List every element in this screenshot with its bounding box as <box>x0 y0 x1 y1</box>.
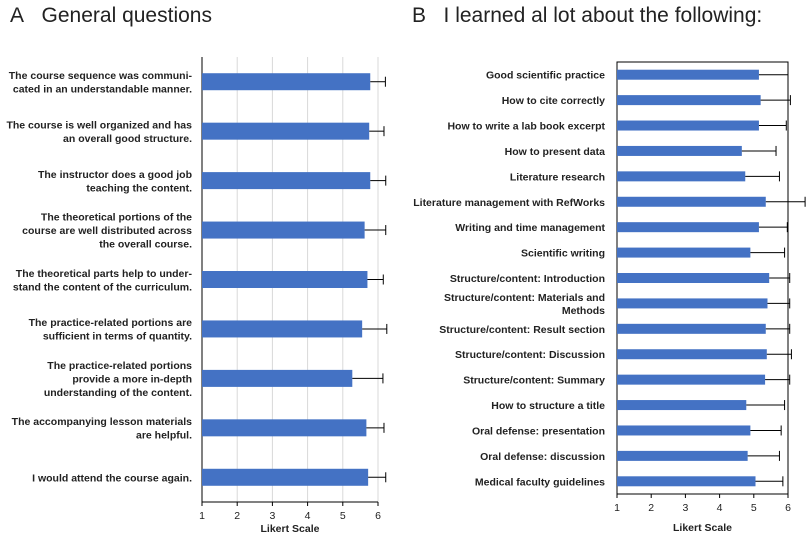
category-label: Structure/content: Summary <box>463 375 605 387</box>
bar <box>617 450 748 461</box>
bar <box>202 369 353 387</box>
panel-a-letter: A <box>10 4 25 27</box>
bar <box>202 419 367 437</box>
category-label: How to present data <box>505 146 606 158</box>
bar <box>617 196 766 207</box>
category-label: How to structure a title <box>491 400 605 412</box>
x-tick-label: 4 <box>717 502 723 514</box>
x-axis-title: Likert Scale <box>261 523 320 535</box>
category-label: Literature research <box>510 171 605 183</box>
x-tick-label: 6 <box>785 502 791 514</box>
chart-b: 1 2 3 4 5 6 Likert Scale Good scientific practi… <box>413 61 806 534</box>
bar <box>202 73 371 91</box>
category-label: Oral defense: presentation <box>472 425 605 437</box>
category-label: provide a more in-depth <box>72 373 192 385</box>
x-tick-label: 1 <box>199 510 205 522</box>
category-label: cated in an understandable manner. <box>13 83 192 95</box>
category-label: Structure/content: Introduction <box>450 273 605 285</box>
bar <box>617 120 759 131</box>
panel-a-title-text: General questions <box>41 4 212 27</box>
x-tick-label: 6 <box>375 510 381 522</box>
bar <box>617 400 747 411</box>
category-label: Oral defense: discussion <box>480 451 605 463</box>
category-label: Methods <box>562 305 605 317</box>
chart-a: 1 2 3 4 5 6 Likert Scale The course sequence wa… <box>6 57 388 535</box>
category-label: Literature management with RefWorks <box>413 197 605 209</box>
x-tick-label: 2 <box>234 510 240 522</box>
category-label: sufficient in terms of quantity. <box>43 331 192 343</box>
category-label: Structure/content: Materials and <box>444 292 605 304</box>
category-label: The theoretical parts help to under- <box>16 268 193 280</box>
panel-b-title: B I learned al lot about the following: <box>412 4 762 28</box>
bar <box>617 95 761 106</box>
category-label: The course sequence was communi- <box>9 70 193 82</box>
panel-b-letter: B <box>412 4 427 27</box>
panel-a-title: A General questions <box>10 4 212 28</box>
category-label: course are well distributed across <box>22 225 192 237</box>
bar <box>617 171 746 182</box>
x-tick-label: 3 <box>682 502 688 514</box>
category-label: I would attend the course again. <box>32 472 192 484</box>
category-label: How to write a lab book excerpt <box>447 121 605 133</box>
category-label: Writing and time management <box>455 222 605 234</box>
category-label: The accompanying lesson materials <box>12 416 192 428</box>
x-tick-label: 1 <box>614 502 620 514</box>
bar <box>202 122 370 140</box>
x-tick-label: 5 <box>751 502 757 514</box>
bar <box>617 222 759 233</box>
category-label: How to cite correctly <box>502 95 605 107</box>
bar <box>202 468 369 486</box>
category-label: Scientific writing <box>521 248 605 260</box>
category-label: The practice-related portions are <box>29 317 193 329</box>
bar <box>617 145 742 156</box>
panel-b-title-text: I learned al lot about the following: <box>443 4 763 27</box>
category-label: Structure/content: Discussion <box>455 349 605 361</box>
category-label: are helpful. <box>136 430 192 442</box>
x-tick-label: 5 <box>340 510 346 522</box>
bar <box>202 271 368 288</box>
bar <box>617 298 768 309</box>
x-tick-label: 3 <box>269 510 275 522</box>
bar <box>617 323 766 334</box>
bar <box>617 425 751 436</box>
category-label: teaching the content. <box>86 182 192 194</box>
category-label: Medical faculty guidelines <box>475 476 605 488</box>
category-label: The instructor does a good job <box>38 169 192 181</box>
category-label: the overall course. <box>99 239 192 251</box>
bar <box>202 221 365 239</box>
category-label: The practice-related portions <box>47 360 192 372</box>
category-label: an overall good structure. <box>63 133 192 145</box>
category-label: understanding of the content. <box>44 387 192 399</box>
bar <box>617 247 751 258</box>
bar <box>617 349 767 360</box>
category-label: Good scientific practice <box>486 70 605 82</box>
category-label: The theoretical portions of the <box>41 212 192 224</box>
bar <box>617 476 756 487</box>
bar <box>617 273 770 283</box>
bar <box>202 172 371 190</box>
bar <box>617 69 759 80</box>
x-axis-title: Likert Scale <box>673 522 732 534</box>
bar <box>202 320 363 338</box>
x-tick-label: 4 <box>305 510 311 522</box>
category-label: Structure/content: Result section <box>439 324 605 336</box>
bar <box>617 374 766 385</box>
x-tick-label: 2 <box>648 502 654 514</box>
category-label: stand the content of the curriculum. <box>13 281 192 293</box>
category-label: The course is well organized and has <box>6 119 192 131</box>
